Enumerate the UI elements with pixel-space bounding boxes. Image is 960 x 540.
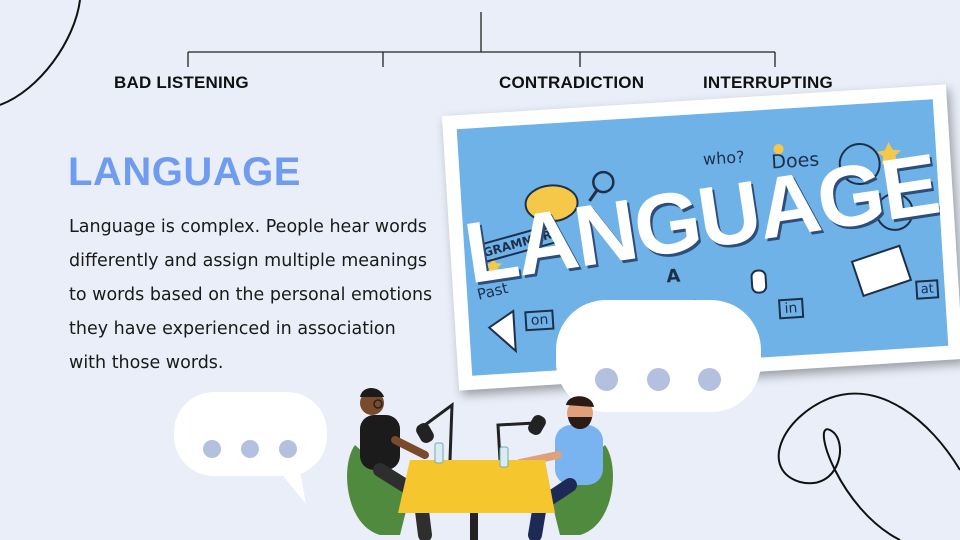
speech-bubble-small-icon <box>174 392 327 476</box>
page-title: LANGUAGE <box>68 150 301 194</box>
body-line: Language is complex. People hear words <box>69 217 427 237</box>
doodle-on: on <box>524 309 555 332</box>
bubble-dot <box>279 440 297 458</box>
language-photo: GRAMMAR who? Does Past on in at A LANGUA… <box>441 84 960 391</box>
bubble-dot <box>241 440 259 458</box>
bubble-dot <box>647 368 670 391</box>
body-line: they have experienced in association <box>69 319 396 339</box>
bubble-dot <box>698 368 721 391</box>
doodle-in: in <box>778 297 805 320</box>
branch-label-contradiction: CONTRADICTION <box>499 73 645 92</box>
branch-connector <box>187 12 776 67</box>
speech-bubble-tail-icon <box>270 460 306 504</box>
body-line: differently and assign multiple meanings <box>69 251 428 271</box>
body-line: to words based on the personal emotions <box>69 285 433 305</box>
doodle-icons <box>484 142 914 354</box>
bubble-dot <box>203 440 221 458</box>
body-paragraph: Language is complex. People hear words d… <box>69 210 469 380</box>
doodle-at: at <box>915 279 940 300</box>
language-photo-image: GRAMMAR who? Does Past on in at A LANGUA… <box>456 99 949 376</box>
speech-bubble-icon <box>556 300 761 412</box>
body-line: with those words. <box>69 353 224 373</box>
branch-label-interrupting: INTERRUPTING <box>703 73 833 92</box>
podcast-illustration <box>347 388 613 540</box>
bubble-dot <box>595 368 618 391</box>
branch-label-bad-listening: BAD LISTENING <box>114 73 249 92</box>
